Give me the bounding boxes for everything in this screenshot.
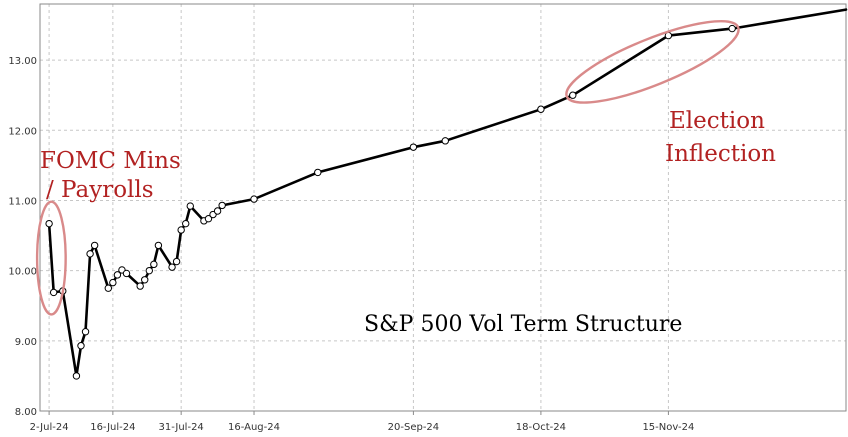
- grid: [40, 4, 846, 412]
- data-point: [441, 137, 449, 145]
- data-point: [172, 257, 181, 266]
- annotations: FOMC Mins / Payrolls Election Inflection: [35, 20, 776, 316]
- data-point: [49, 288, 58, 297]
- y-tick-label: 13.00: [8, 56, 37, 67]
- data-point: [186, 202, 194, 210]
- data-point: [113, 271, 122, 279]
- data-point: [90, 241, 99, 250]
- data-point: [537, 105, 545, 113]
- data-point: [314, 168, 322, 177]
- x-tick-label: 16-Aug-24: [228, 422, 280, 433]
- x-tick-label: 18-Oct-24: [516, 422, 566, 433]
- data-point: [250, 195, 258, 203]
- y-tick-label: 10.00: [8, 267, 37, 278]
- data-point: [136, 282, 144, 290]
- x-tick-label: 16-Jul-24: [90, 422, 135, 433]
- plot-frame: [39, 3, 847, 412]
- data-point: [213, 207, 222, 215]
- data-point: [150, 260, 158, 269]
- fomc-payrolls-highlight-ellipse: [35, 200, 67, 316]
- y-tick-label: 12.00: [8, 126, 37, 137]
- y-tick-label: 9.00: [15, 337, 37, 348]
- data-point: [182, 219, 190, 228]
- data-point: [86, 250, 94, 258]
- x-axis: 2-Jul-24 16-Jul-24 31-Jul-24 16-Aug-24 20-Se…: [30, 411, 694, 433]
- x-tick-label: 31-Jul-24: [159, 422, 204, 433]
- election-inflection-highlight-ellipse: [565, 20, 740, 104]
- data-point: [204, 215, 213, 223]
- data-point: [154, 241, 163, 250]
- data-point: [218, 201, 226, 210]
- y-tick-label: 8.00: [15, 407, 37, 418]
- data-point: [45, 219, 53, 228]
- data-point: [177, 226, 185, 234]
- data-point: [409, 143, 418, 151]
- data-point: [145, 266, 153, 275]
- y-tick-label: 11.00: [8, 196, 37, 207]
- election-annotation-line-2: Inflection: [665, 141, 776, 167]
- data-point: [81, 328, 90, 336]
- x-tick-label: 20-Sep-24: [388, 422, 440, 433]
- y-axis: 8.00 9.00 10.00 11.00 12.00 13.00: [8, 56, 37, 418]
- data-point: [168, 263, 176, 271]
- fomc-annotation-line-1: FOMC Mins: [40, 148, 181, 174]
- x-tick-label: 2-Jul-24: [30, 422, 69, 433]
- data-point: [569, 91, 577, 99]
- data-point: [122, 269, 131, 278]
- data-point: [77, 342, 85, 350]
- chart-title: S&P 500 Vol Term Structure: [364, 312, 682, 337]
- fomc-annotation-line-2: / Payrolls: [46, 177, 154, 203]
- data-point: [72, 372, 81, 380]
- data-point: [728, 24, 736, 33]
- data-point: [141, 276, 149, 284]
- election-annotation-line-1: Election: [669, 108, 765, 134]
- data-point: [104, 284, 113, 292]
- data-point: [109, 278, 117, 287]
- x-tick-label: 15-Nov-24: [642, 422, 694, 433]
